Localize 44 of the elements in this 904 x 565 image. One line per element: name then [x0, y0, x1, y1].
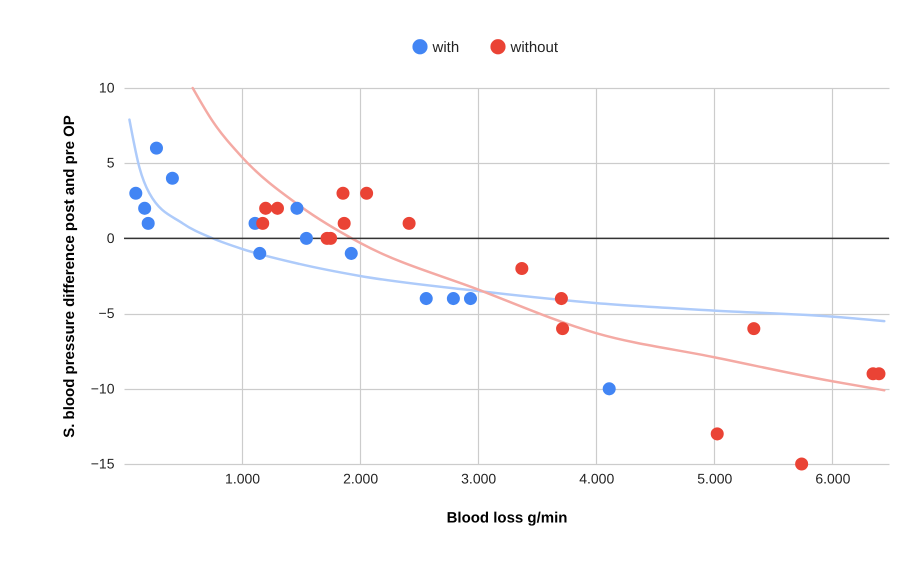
point	[360, 186, 374, 200]
point	[336, 186, 350, 200]
point	[402, 216, 416, 230]
point	[710, 427, 724, 440]
point	[259, 202, 272, 215]
point	[166, 172, 179, 185]
point	[554, 292, 568, 306]
point	[420, 292, 433, 306]
x-tick-label: 4.000	[579, 470, 614, 486]
legend-label: without	[510, 38, 559, 56]
y-tick-label: −15	[90, 456, 115, 472]
point	[150, 142, 163, 155]
point	[515, 262, 528, 275]
point	[129, 186, 142, 200]
point	[338, 216, 351, 230]
x-axis-title: Blood loss g/min	[446, 510, 568, 526]
line-series	[128, 118, 886, 322]
legend-label: with	[432, 38, 460, 56]
y-tick-label: 10	[98, 80, 115, 96]
x-tick-label: 3.000	[461, 470, 496, 486]
y-tick-label: −10	[90, 380, 115, 396]
point	[464, 292, 478, 306]
point	[300, 232, 313, 245]
point	[602, 382, 616, 396]
line-series	[191, 86, 886, 392]
y-axis-title: S. blood pressure difference post and pre OP	[60, 115, 78, 438]
point	[747, 322, 760, 336]
x-tick-label: 2.000	[343, 470, 378, 486]
y-tick-label: 5	[106, 154, 115, 171]
point	[270, 202, 284, 215]
point	[290, 202, 304, 215]
point	[138, 202, 152, 215]
point	[256, 216, 270, 230]
point	[253, 246, 266, 260]
x-tick-label: 1.000	[225, 470, 260, 486]
point	[446, 292, 460, 306]
point	[795, 457, 808, 471]
x-tick-label: 5.000	[697, 470, 732, 486]
y-tick-label: 0	[106, 230, 115, 246]
point	[344, 246, 358, 260]
point	[556, 322, 570, 336]
x-tick-label: 6.000	[815, 470, 851, 486]
y-tick-label: −5	[98, 305, 115, 322]
point	[142, 216, 155, 230]
